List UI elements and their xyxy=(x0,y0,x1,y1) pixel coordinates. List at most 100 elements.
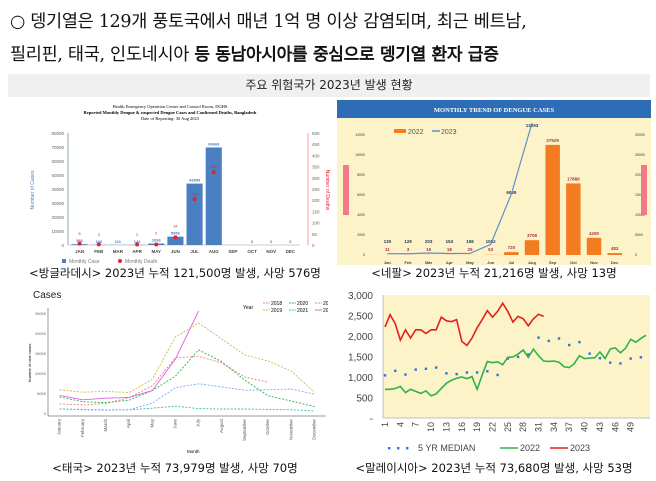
label-2022: 15 xyxy=(426,247,432,252)
x-tick: October xyxy=(265,419,270,436)
x-tick: 34 xyxy=(549,422,559,432)
chart-subtitle: Reported Monthly Dengue & suspected Deng… xyxy=(84,110,257,115)
y-tick: 10000 xyxy=(355,153,365,157)
x-tick: January xyxy=(57,418,62,435)
legend-death: Monthly Death xyxy=(125,259,157,265)
line-2022 xyxy=(385,334,647,397)
line-2018 xyxy=(59,355,269,406)
x-tick: Jun xyxy=(487,260,495,265)
x-tick: AUG xyxy=(209,249,219,254)
line-2021 xyxy=(59,405,315,412)
x-tick: Feb xyxy=(404,260,412,265)
y-tick: 20000 xyxy=(35,331,47,336)
death-dot xyxy=(192,197,197,202)
case-label: 0 xyxy=(270,239,273,244)
caption-nepal: <네팔> 2023년 누적 21,216명 발생, 사망 13명 xyxy=(371,266,617,280)
y-tick: 60000 xyxy=(51,159,64,164)
x-tick: 13 xyxy=(441,422,451,432)
y-tick: 1,500 xyxy=(348,353,373,364)
death-label: 204 xyxy=(191,191,198,196)
case-label: 69668 xyxy=(208,141,220,146)
death-label: 34 xyxy=(173,224,178,229)
thailand-chart: Cases 0 5000 10000 15000 20000 25000 Number of … xyxy=(28,290,328,454)
death-label: 325 xyxy=(210,164,217,169)
legend-2022: 2022 xyxy=(323,301,328,307)
median-dot xyxy=(455,372,458,376)
death-dot xyxy=(96,242,101,247)
label-2023: 153 xyxy=(446,239,454,244)
death-dot xyxy=(173,235,178,240)
x-tick: May xyxy=(466,260,475,265)
y2-tick: 0 xyxy=(635,253,637,257)
y-tick: 8000 xyxy=(357,173,365,177)
title-bar xyxy=(337,100,651,118)
x-tick: OCT xyxy=(247,249,257,254)
label-2023: 203 xyxy=(425,239,433,244)
x-tick: FEB xyxy=(94,249,104,254)
y-tick: 25000 xyxy=(35,311,47,316)
death-label: 2 xyxy=(136,232,139,237)
y2-label: Number of Deaths xyxy=(324,170,330,211)
median-dot xyxy=(445,372,448,375)
bar-2022 xyxy=(545,144,560,255)
y-tick: 0 xyxy=(61,243,64,248)
x-tick: 40 xyxy=(580,422,590,432)
median-dot xyxy=(486,370,489,373)
y2-tick: 300 xyxy=(312,176,320,181)
plot-background xyxy=(383,295,650,418)
x-tick: Jul xyxy=(508,260,514,265)
y-tick: 15000 xyxy=(35,351,47,356)
x-tick: 43 xyxy=(595,422,605,432)
x-label: Month xyxy=(187,449,200,454)
bangladesh-chart: Health Emergency Operation Center and Co… xyxy=(30,104,330,265)
y2-tick: 400 xyxy=(312,153,320,158)
median-dot xyxy=(639,356,643,359)
label-2022: 18 xyxy=(447,247,453,252)
legend-death-swatch xyxy=(118,259,122,263)
x-tick: February xyxy=(80,418,85,437)
bar-2022 xyxy=(607,253,622,255)
label-2023: 158 xyxy=(466,239,474,244)
x-tick: Sep xyxy=(549,260,557,265)
nepal-chart: MONTHLY TREND OF DENGUE CASES 0 2000 4000 60… xyxy=(337,100,651,265)
x-tick: August xyxy=(219,418,224,433)
death-dot xyxy=(211,170,216,175)
headline-bold: 등 동남아시아를 중심으로 뎅기열 환자 급증 xyxy=(194,45,499,65)
x-tick: 4 xyxy=(395,422,405,427)
label-2022: 4290 xyxy=(589,231,600,236)
median-dot xyxy=(475,371,479,374)
label-2023: 1062 xyxy=(486,239,497,244)
legend-median-swatch xyxy=(406,447,409,450)
y2-tick: 50 xyxy=(312,232,318,237)
death-dot xyxy=(154,242,159,247)
x-tick: December xyxy=(311,419,316,440)
y-tick: 20000 xyxy=(51,215,64,220)
x-tick: 28 xyxy=(518,422,528,432)
x-tick: 22 xyxy=(487,422,497,432)
y2-tick: 150 xyxy=(312,209,320,214)
x-tick: Nov xyxy=(590,260,598,265)
legend-title: Year xyxy=(243,305,253,311)
y-label-box xyxy=(343,165,349,215)
x-tick: 16 xyxy=(457,422,467,432)
legend-2023: 2023 xyxy=(570,443,590,453)
median-dot xyxy=(434,366,438,369)
legend-2021: 2021 xyxy=(297,308,308,314)
y2-tick: 5000 xyxy=(635,233,643,237)
x-tick: 49 xyxy=(626,422,636,432)
x-tick: 37 xyxy=(564,422,574,432)
case-bar xyxy=(167,236,184,245)
caption-thailand: <태국> 2023년 누적 73,979명 발생, 사망 70명 xyxy=(52,461,298,475)
median-dot xyxy=(414,368,417,371)
section-title: 주요 위험국가 2023년 발생 현황 xyxy=(8,74,650,97)
median-dot xyxy=(547,339,550,343)
y2-tick: 10000 xyxy=(635,213,645,217)
death-label: 2 xyxy=(155,231,158,236)
y-tick: 10000 xyxy=(35,371,47,376)
y2-tick: 30000 xyxy=(635,133,645,137)
case-label: 166 xyxy=(95,239,102,244)
line-2023 xyxy=(387,122,533,255)
median-dot xyxy=(568,343,571,347)
legend-2022: 2022 xyxy=(520,443,540,453)
death-dot xyxy=(135,242,140,247)
